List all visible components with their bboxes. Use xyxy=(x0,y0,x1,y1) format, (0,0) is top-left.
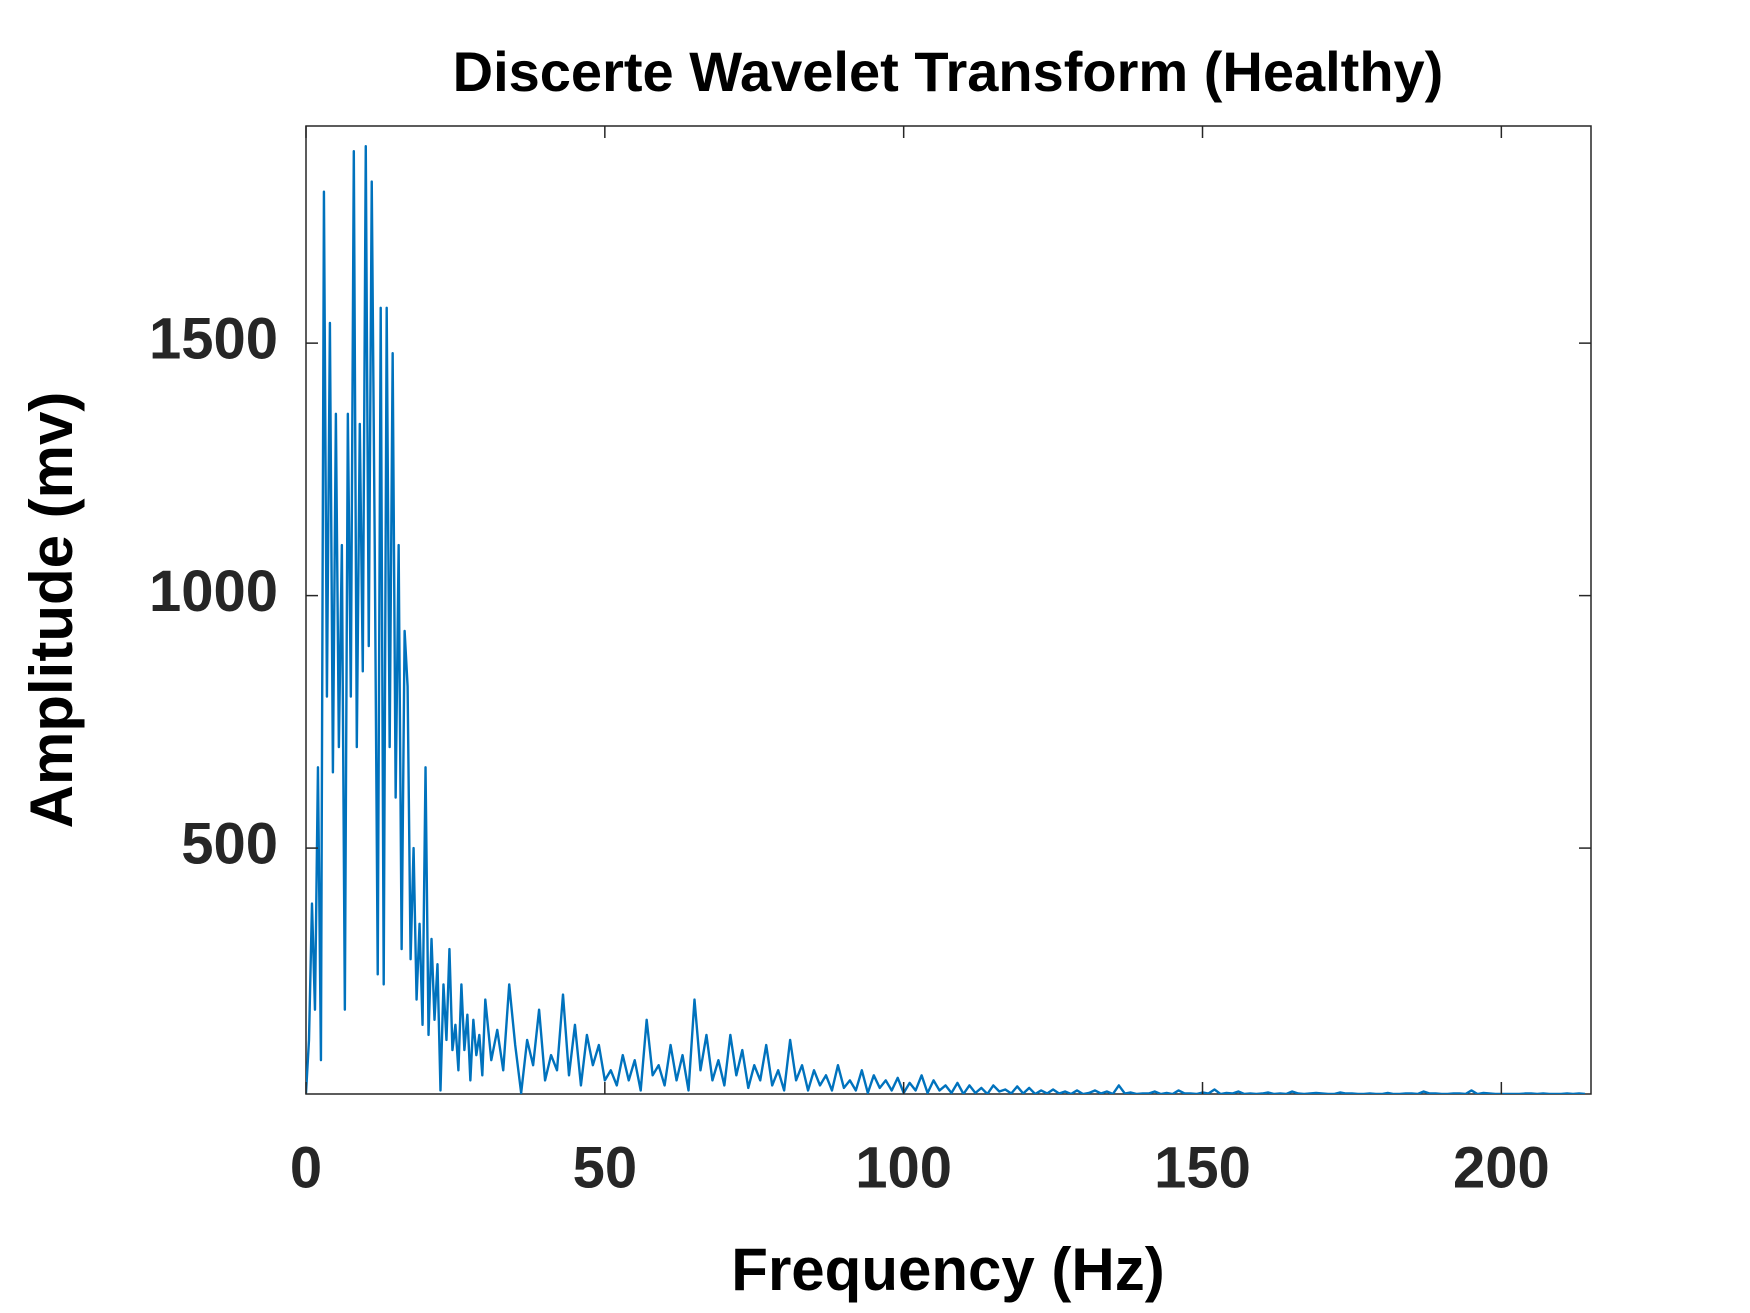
y-tick-label: 500 xyxy=(181,811,278,876)
x-tick-label: 0 xyxy=(290,1135,322,1200)
x-tick-label: 100 xyxy=(855,1135,952,1200)
x-tick-label: 150 xyxy=(1154,1135,1251,1200)
axes-box xyxy=(305,125,1592,1095)
x-axis-label: Frequency (Hz) xyxy=(731,1236,1164,1303)
plot-area xyxy=(306,145,1586,1094)
data-line xyxy=(306,145,1586,1094)
y-tick-label: 1000 xyxy=(149,559,278,624)
x-tick-label: 50 xyxy=(573,1135,638,1200)
x-tick-label: 200 xyxy=(1453,1135,1550,1200)
y-axis-label: Amplitude (mv) xyxy=(18,392,85,829)
chart-title: Discerte Wavelet Transform (Healthy) xyxy=(453,40,1444,103)
y-tick-label: 1500 xyxy=(149,306,278,371)
